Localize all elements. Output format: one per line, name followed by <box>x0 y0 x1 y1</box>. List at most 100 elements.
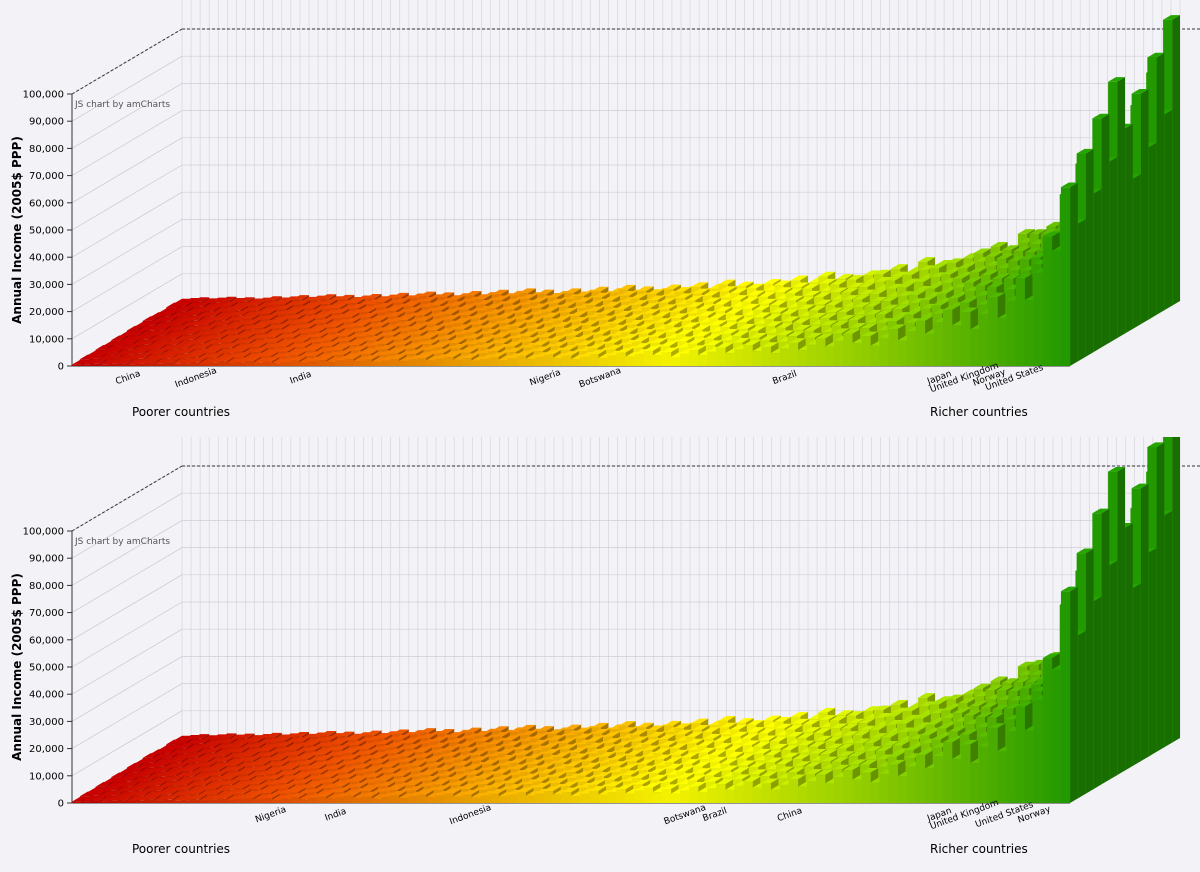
bar <box>807 345 816 366</box>
bar <box>625 357 634 366</box>
gridline-side <box>72 192 182 257</box>
bar <box>1052 251 1061 366</box>
country-label: Indonesia <box>174 366 218 390</box>
bar <box>498 360 507 366</box>
y-tick-label: 20,000 <box>29 744 64 755</box>
gridline-side <box>72 466 182 531</box>
bar-side <box>1109 157 1117 343</box>
gridline-side <box>72 575 182 640</box>
bar <box>580 357 589 366</box>
bar <box>317 360 326 366</box>
bar <box>961 312 970 366</box>
y-tick-label: 50,000 <box>29 226 64 237</box>
bar <box>380 360 389 366</box>
bar <box>390 359 399 366</box>
bar <box>816 338 825 366</box>
gridline-side <box>72 656 182 721</box>
bar <box>852 343 861 366</box>
bar <box>517 356 526 366</box>
y-tick-label: 80,000 <box>29 581 64 592</box>
bar <box>444 357 453 366</box>
bar-side <box>1117 77 1125 338</box>
chart-svg-top: 010,00020,00030,00040,00050,00060,00070,… <box>0 0 1200 435</box>
bar <box>916 321 925 366</box>
bar <box>680 354 689 366</box>
bar <box>108 364 117 366</box>
bars-top <box>72 15 1180 366</box>
gridline-side <box>72 83 182 148</box>
bar <box>154 364 163 366</box>
bar <box>798 350 807 366</box>
y-tick-label: 100,000 <box>23 90 64 101</box>
bar <box>145 363 154 366</box>
gridline-side <box>72 629 182 694</box>
bar <box>1016 278 1025 366</box>
bar <box>943 310 952 366</box>
bar <box>616 353 625 366</box>
bar <box>553 358 562 366</box>
bar <box>997 318 1006 366</box>
bar <box>988 297 997 366</box>
bar <box>190 362 199 366</box>
y-tick-label: 10,000 <box>29 334 64 345</box>
bar <box>272 363 281 366</box>
bar <box>308 361 317 366</box>
bar-side <box>1172 15 1180 306</box>
bar <box>598 358 607 366</box>
bar <box>208 363 217 366</box>
country-label: Brazil <box>771 369 798 387</box>
bar-side <box>1141 89 1149 324</box>
gridline-side <box>72 602 182 667</box>
bar <box>181 363 190 366</box>
bars-bottom <box>72 437 1180 803</box>
gridline-side <box>72 219 182 284</box>
y-tick-label: 70,000 <box>29 608 64 619</box>
gridline-side <box>72 165 182 230</box>
bar <box>371 362 380 366</box>
country-label: China <box>114 369 142 387</box>
y-tick-label: 100,000 <box>23 527 64 538</box>
bar <box>326 362 335 366</box>
bar <box>662 352 671 366</box>
bar <box>462 358 471 366</box>
bar <box>716 348 725 366</box>
bar <box>762 347 771 366</box>
bar-side <box>1086 149 1094 357</box>
y-tick-label: 0 <box>58 362 64 373</box>
bar <box>136 364 145 366</box>
bar <box>489 357 498 366</box>
y-tick-label: 60,000 <box>29 198 64 209</box>
y-tick-label: 70,000 <box>29 171 64 182</box>
bar <box>571 359 580 366</box>
bar <box>290 361 299 366</box>
bar <box>789 343 798 366</box>
bar <box>725 353 734 366</box>
bar <box>644 351 653 366</box>
y-tick-label: 90,000 <box>29 117 64 128</box>
bar-side <box>1125 124 1133 334</box>
bar <box>1006 300 1015 366</box>
y-axis-title: Annual Income (2005$ PPP) <box>10 573 24 761</box>
gridline-side <box>72 684 182 749</box>
bar <box>879 338 888 366</box>
bar <box>544 355 553 366</box>
bar <box>1043 237 1052 366</box>
bar-side <box>1156 53 1164 315</box>
y-tick-label: 0 <box>58 799 64 810</box>
bar <box>898 341 907 366</box>
y-tick-label: 30,000 <box>29 280 64 291</box>
richer-countries-label: Richer countries <box>930 405 1028 419</box>
bar <box>698 355 707 366</box>
bar-side <box>1101 114 1109 348</box>
gridline-side <box>72 520 182 585</box>
gridline-side <box>72 548 182 613</box>
bar <box>117 363 126 366</box>
y-tick-label: 30,000 <box>29 717 64 728</box>
bar <box>353 361 362 366</box>
bar-side <box>1133 174 1141 329</box>
country-label: Nigeria <box>529 368 563 388</box>
bar <box>299 363 308 366</box>
chart-svg-bottom: 010,00020,00030,00040,00050,00060,00070,… <box>0 437 1200 872</box>
bar <box>1025 300 1034 366</box>
